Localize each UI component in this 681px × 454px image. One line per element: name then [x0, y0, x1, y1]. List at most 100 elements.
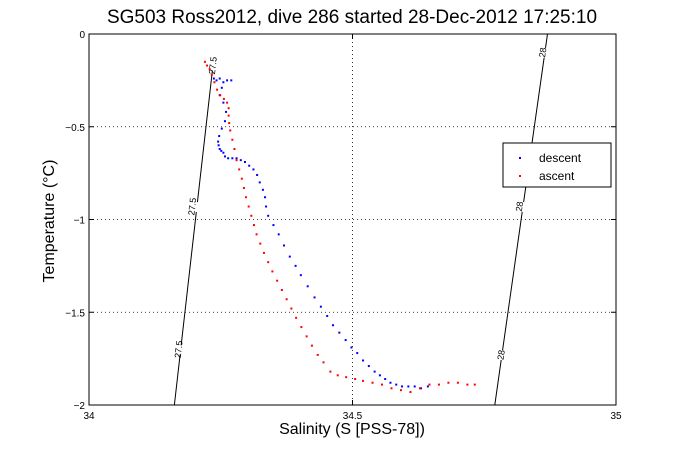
isopycnal-label-background [491, 348, 511, 362]
ascent-point [242, 186, 245, 189]
ascent-point [381, 383, 384, 386]
y-tick-label: 0 [79, 30, 85, 41]
descent-point [248, 164, 251, 167]
ascent-point [255, 233, 258, 236]
descent-point [344, 339, 347, 342]
isopycnal-label-background [203, 59, 223, 72]
x-axis-label: Salinity (S [PSS-78]) [279, 421, 425, 438]
ascent-point [238, 168, 241, 171]
descent-point [223, 120, 226, 123]
ascent-point [216, 88, 219, 91]
descent-point [338, 331, 341, 334]
legend-marker-ascent [519, 175, 521, 177]
ascent-point [290, 307, 293, 310]
isopycnal-label: 27.5 [207, 56, 219, 75]
descent-point [258, 181, 261, 184]
ascent-point [226, 101, 229, 104]
y-tick-label: −1 [74, 216, 86, 227]
descent-point [220, 127, 223, 130]
ascent-point [418, 387, 421, 390]
ascent-point [473, 383, 476, 386]
legend: descent ascent [502, 142, 612, 188]
ascent-point [362, 379, 365, 382]
ascent-point [295, 316, 298, 319]
descent-point [294, 264, 297, 267]
ascent-point [206, 64, 209, 67]
descent-point [227, 157, 230, 160]
descent-point [378, 374, 381, 377]
descent-point [277, 233, 280, 236]
ascent-point [345, 376, 348, 379]
ascent-point [390, 387, 393, 390]
ascent-point [231, 138, 234, 141]
legend-label-descent: descent [539, 151, 582, 165]
ascent-point [213, 81, 216, 84]
isopycnal-label: 28 [537, 47, 548, 58]
descent-point [222, 81, 225, 84]
x-tick-label: 34 [83, 411, 95, 422]
isopycnal-label: 27.5 [173, 340, 185, 359]
ascent-point [250, 214, 253, 217]
isopycnal-label: 28 [514, 201, 525, 212]
ascent-point [447, 381, 450, 384]
ascent-point [240, 177, 243, 180]
descent-point [223, 155, 226, 158]
descent-point [413, 385, 416, 388]
isopycnal-label-background [533, 46, 553, 59]
descent-point [226, 79, 229, 82]
ascent-point [329, 370, 332, 373]
ascent-point [409, 391, 412, 394]
ascent-point [276, 279, 279, 282]
y-axis-label: Temperature (°C) [41, 160, 58, 283]
isopycnal-label-background [509, 200, 530, 213]
ascent-point [222, 97, 225, 100]
descent-point [288, 255, 291, 258]
isopycnal-label: 28 [495, 349, 506, 360]
descent-point [356, 352, 359, 355]
ascent-point [316, 353, 319, 356]
descent-point [220, 149, 223, 152]
descent-point [362, 359, 365, 362]
chart-title: SG503 Ross2012, dive 286 started 28-Dec-… [107, 7, 597, 28]
x-tick-label: 35 [610, 411, 622, 422]
ascent-point [247, 205, 250, 208]
ascent-point [252, 224, 255, 227]
descent-point [299, 274, 302, 277]
descent-point [313, 296, 316, 299]
descent-point [230, 79, 233, 82]
descent-point [306, 285, 309, 288]
descent-point [222, 151, 225, 154]
ascent-point [208, 68, 211, 71]
descent-point [367, 365, 370, 368]
descent-point [220, 86, 223, 89]
ascent-point [354, 378, 357, 381]
ascent-point [456, 381, 459, 384]
ascent-point [437, 383, 440, 386]
descent-point [217, 144, 220, 147]
ascent-point [227, 107, 230, 110]
ascent-point [305, 335, 308, 338]
descent-point [267, 214, 270, 217]
descent-point [350, 346, 353, 349]
y-tick-label: −0.5 [65, 123, 85, 134]
y-tick-label: −2 [74, 401, 86, 412]
ascent-point [262, 251, 265, 254]
ascent-point [466, 383, 469, 386]
legend-box [502, 142, 612, 188]
descent-point [264, 196, 267, 199]
ascent-point [228, 122, 231, 125]
ascent-point [399, 389, 402, 392]
descent-point [319, 305, 322, 308]
descent-point [256, 173, 259, 176]
descent-point [407, 385, 410, 388]
descent-point [282, 244, 285, 247]
ascent-point [300, 326, 303, 329]
descent-point [225, 110, 228, 113]
plot-background [89, 34, 616, 405]
isopycnal-label-background [182, 200, 202, 213]
descent-point [218, 148, 221, 151]
descent-point [384, 378, 387, 381]
ascent-point [267, 261, 270, 264]
ascent-point [245, 196, 248, 199]
